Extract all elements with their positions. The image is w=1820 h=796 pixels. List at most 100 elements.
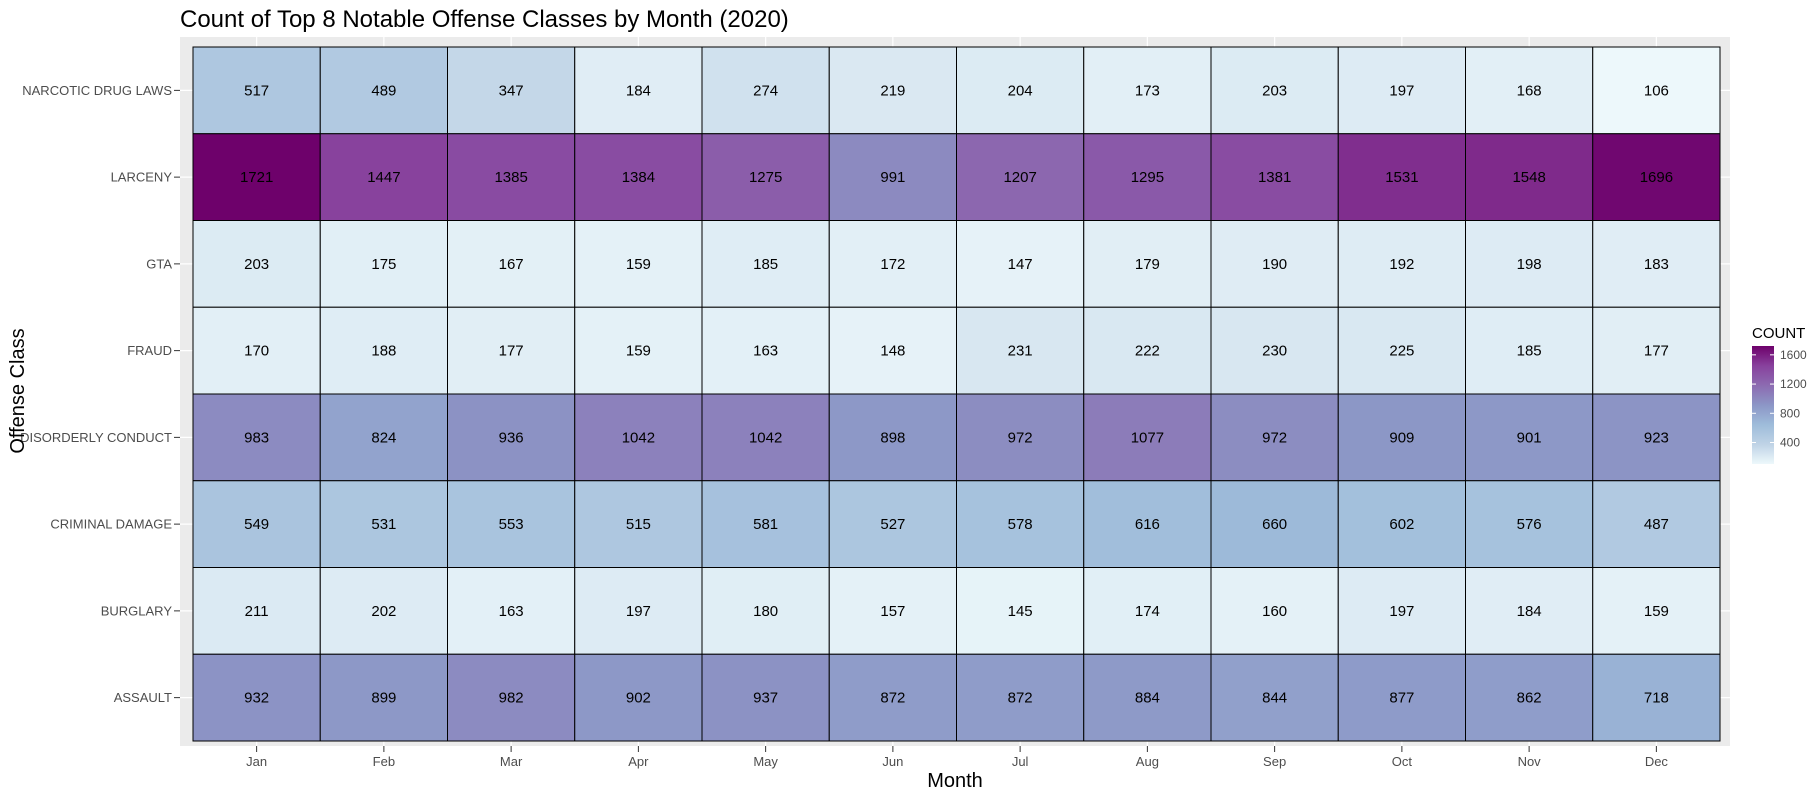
x-tick-label: Jan	[246, 754, 267, 769]
cell-value-label: 1447	[367, 169, 400, 186]
cell-value-label: 184	[1517, 603, 1542, 620]
heatmap-cell	[1337, 567, 1466, 655]
cell-value-label: 581	[753, 516, 778, 533]
heatmap-cell	[574, 393, 703, 482]
cell-value-label: 602	[1389, 516, 1414, 533]
y-axis-ticks: NARCOTIC DRUG LAWS LARCENY GTA FRAUD DISORDE…	[20, 83, 180, 705]
heatmap-cell	[956, 133, 1085, 221]
cell-value-label: 909	[1389, 429, 1414, 446]
cell-value-label: 872	[1008, 690, 1033, 707]
legend-title: COUNT	[1752, 325, 1805, 342]
cell-value-label: 515	[626, 516, 651, 533]
cell-value-label: 159	[626, 343, 651, 360]
cell-value-label: 1295	[1131, 169, 1164, 186]
cell-value-label: 147	[1008, 256, 1033, 273]
cell-value-label: 877	[1389, 690, 1414, 707]
y-tick-label: BURGLARY	[101, 603, 173, 618]
cell-value-label: 898	[880, 429, 905, 446]
legend-ticks: 400 800 1200 1600	[1752, 348, 1807, 450]
heatmap-cell	[701, 653, 830, 742]
cell-value-label: 844	[1262, 690, 1287, 707]
heatmap-cell	[1465, 46, 1594, 135]
chart-title: Count of Top 8 Notable Offense Classes b…	[180, 6, 789, 33]
cell-value-label: 170	[244, 343, 269, 360]
x-tick-label: Aug	[1136, 754, 1159, 769]
heatmap-cell	[1083, 46, 1212, 135]
x-tick-label: Apr	[628, 754, 649, 769]
heatmap-cell	[447, 220, 576, 308]
heatmap-cell	[956, 306, 1085, 395]
heatmap-cell	[192, 567, 321, 655]
heatmap-cell	[701, 306, 830, 395]
cell-value-label: 1531	[1385, 169, 1418, 186]
cell-value-label: 185	[1517, 343, 1542, 360]
heatmap-cell	[574, 46, 703, 135]
cell-value-label: 1384	[622, 169, 655, 186]
y-tick-label: CRIMINAL DAMAGE	[50, 517, 172, 532]
cell-value-label: 1207	[1003, 169, 1036, 186]
cell-value-label: 197	[626, 603, 651, 620]
cell-value-label: 174	[1135, 603, 1160, 620]
cell-value-label: 183	[1644, 256, 1669, 273]
cell-value-label: 1385	[494, 169, 527, 186]
x-tick-label: Jul	[1012, 754, 1029, 769]
cell-value-label: 531	[371, 516, 396, 533]
cell-value-label: 899	[371, 690, 396, 707]
heatmap-cell	[447, 133, 576, 221]
cell-value-label: 177	[1644, 343, 1669, 360]
heatmap-cell	[447, 480, 576, 568]
cell-value-label: 230	[1262, 343, 1287, 360]
heatmap-cell	[1337, 46, 1466, 135]
heatmap-cell	[701, 567, 830, 655]
y-tick-label: DISORDERLY CONDUCT	[20, 430, 172, 445]
cell-value-label: 204	[1008, 82, 1033, 99]
cell-value-label: 932	[244, 690, 269, 707]
y-tick-label: NARCOTIC DRUG LAWS	[22, 83, 172, 98]
cell-value-label: 222	[1135, 343, 1160, 360]
heatmap-cell	[1210, 220, 1339, 308]
legend-tick-label: 1600	[1780, 348, 1807, 362]
cell-value-label: 902	[626, 690, 651, 707]
heatmap-cell	[701, 133, 830, 221]
cell-value-label: 983	[244, 429, 269, 446]
cell-value-label: 487	[1644, 516, 1669, 533]
heatmap-cell	[1592, 133, 1721, 221]
cell-value-label: 167	[499, 256, 524, 273]
cell-value-label: 197	[1389, 82, 1414, 99]
cell-value-label: 172	[880, 256, 905, 273]
heatmap-cell	[192, 46, 321, 135]
cell-value-label: 1042	[622, 429, 655, 446]
cell-value-label: 202	[371, 603, 396, 620]
legend-tick-label: 1200	[1780, 377, 1807, 391]
heatmap-cell	[1465, 220, 1594, 308]
y-tick-label: FRAUD	[127, 343, 172, 358]
heatmap-cell	[1210, 567, 1339, 655]
heatmap-cell	[828, 567, 957, 655]
heatmap-cell	[1592, 480, 1721, 568]
heatmap-cell	[319, 393, 448, 482]
heatmap-cell	[828, 46, 957, 135]
cell-value-label: 160	[1262, 603, 1287, 620]
cell-value-label: 190	[1262, 256, 1287, 273]
cell-value-label: 923	[1644, 429, 1669, 446]
cell-value-label: 145	[1008, 603, 1033, 620]
heatmap-cell	[701, 393, 830, 482]
heatmap-cell	[1337, 306, 1466, 395]
cell-value-label: 991	[880, 169, 905, 186]
heatmap-cell	[956, 220, 1085, 308]
cell-value-label: 192	[1389, 256, 1414, 273]
heatmap-cell	[1592, 306, 1721, 395]
heatmap-cell	[1337, 653, 1466, 742]
cell-value-label: 489	[371, 82, 396, 99]
cell-value-label: 872	[880, 690, 905, 707]
cell-value-label: 106	[1644, 82, 1669, 99]
heatmap-cell	[1592, 393, 1721, 482]
cell-value-label: 177	[499, 343, 524, 360]
cell-value-label: 972	[1262, 429, 1287, 446]
heatmap-cell	[319, 46, 448, 135]
x-axis-title: Month	[927, 770, 983, 792]
heatmap-cell	[1337, 220, 1466, 308]
heatmap-cell	[828, 133, 957, 221]
cell-value-label: 179	[1135, 256, 1160, 273]
cell-value-label: 180	[753, 603, 778, 620]
